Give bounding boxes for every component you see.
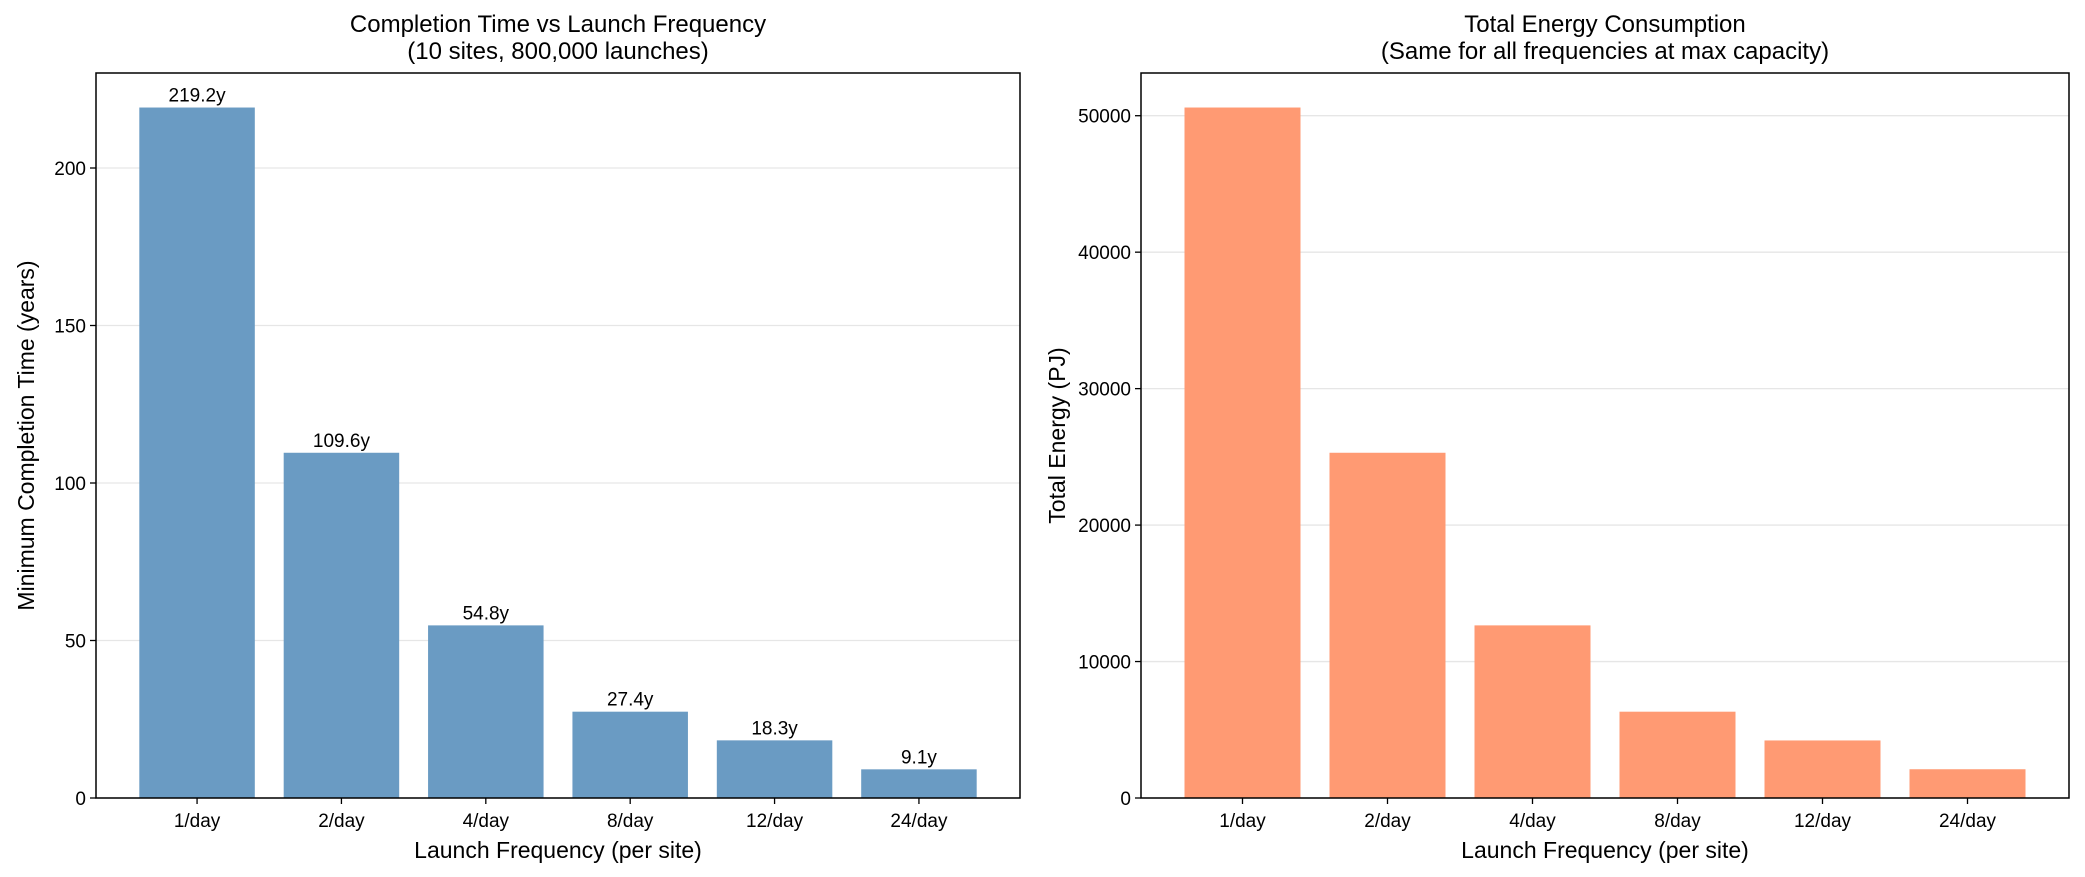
bar xyxy=(861,769,977,798)
x-tick-label: 12/day xyxy=(1794,811,1852,832)
value-label: 54.8y xyxy=(463,603,510,624)
y-tick-label: 30000 xyxy=(1078,380,1131,401)
y-tick-label: 10000 xyxy=(1078,653,1131,674)
bar xyxy=(572,711,688,798)
y-tick-label: 40000 xyxy=(1078,243,1131,264)
x-tick-label: 12/day xyxy=(746,811,804,832)
x-tick-label: 8/day xyxy=(607,811,654,832)
value-label: 219.2y xyxy=(169,86,227,107)
x-tick-label: 24/day xyxy=(1939,811,1997,832)
y-tick-label: 0 xyxy=(1120,789,1131,810)
y-tick-label: 0 xyxy=(75,789,86,810)
x-tick-label: 2/day xyxy=(318,811,365,832)
x-tick-label: 24/day xyxy=(890,811,948,832)
chart-title: (Same for all frequencies at max capacit… xyxy=(1381,38,1829,65)
y-tick-label: 150 xyxy=(54,317,86,338)
bar xyxy=(283,452,400,798)
value-label: 27.4y xyxy=(607,690,654,711)
y-axis-label: Minimum Completion Time (years) xyxy=(13,260,39,610)
x-tick-label: 4/day xyxy=(463,811,510,832)
axes-frame xyxy=(95,72,1021,799)
x-tick-label: 8/day xyxy=(1654,811,1701,832)
y-tick-label: 200 xyxy=(54,159,86,180)
bar xyxy=(428,625,544,798)
x-tick-label: 2/day xyxy=(1364,811,1411,832)
bar xyxy=(1329,452,1446,798)
bar xyxy=(1619,711,1736,798)
value-label: 9.1y xyxy=(901,747,937,768)
x-tick-label: 1/day xyxy=(1219,811,1266,832)
y-tick-label: 50000 xyxy=(1078,107,1131,128)
x-axis-label: Launch Frequency (per site) xyxy=(1461,837,1749,863)
y-tick-label: 50 xyxy=(65,632,86,653)
y-tick-label: 20000 xyxy=(1078,516,1131,537)
bar xyxy=(139,107,255,799)
y-tick-label: 100 xyxy=(54,474,86,495)
axes-frame xyxy=(1140,72,2070,799)
y-axis-label: Total Energy (PJ) xyxy=(1044,347,1070,523)
value-label: 109.6y xyxy=(313,431,371,452)
x-tick-label: 1/day xyxy=(174,811,221,832)
x-axis-label: Launch Frequency (per site) xyxy=(414,837,702,863)
value-label: 18.3y xyxy=(751,718,798,739)
bar xyxy=(1909,769,2026,798)
bar xyxy=(1184,107,1301,799)
bar xyxy=(1764,740,1881,798)
chart-title: Total Energy Consumption xyxy=(1464,11,1745,38)
bar xyxy=(1474,625,1591,798)
bar xyxy=(716,740,833,798)
x-tick-label: 4/day xyxy=(1509,811,1556,832)
chart-title: (10 sites, 800,000 launches) xyxy=(407,38,709,65)
chart-title: Completion Time vs Launch Frequency xyxy=(350,11,766,38)
